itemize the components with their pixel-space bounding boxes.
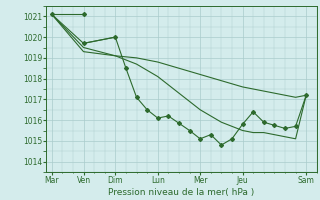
- X-axis label: Pression niveau de la mer( hPa ): Pression niveau de la mer( hPa ): [108, 188, 255, 197]
